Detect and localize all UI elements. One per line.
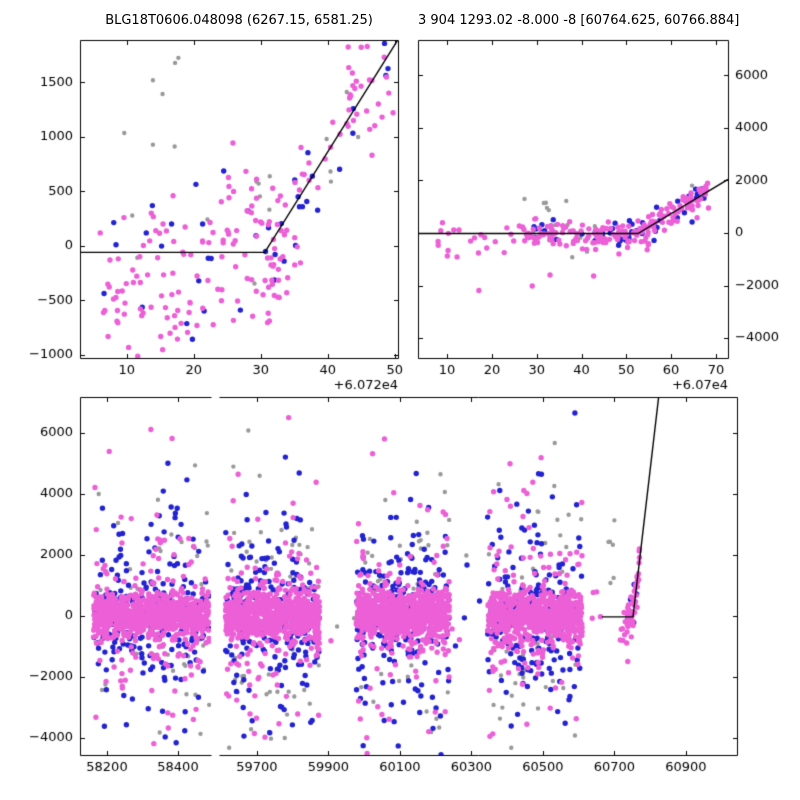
- plot-title-right: 3 904 1293.02 -8.000 -8 [60764.625, 6076…: [418, 13, 740, 28]
- plot-title-left: BLG18T0606.048098 (6267.15, 6581.25): [105, 13, 373, 28]
